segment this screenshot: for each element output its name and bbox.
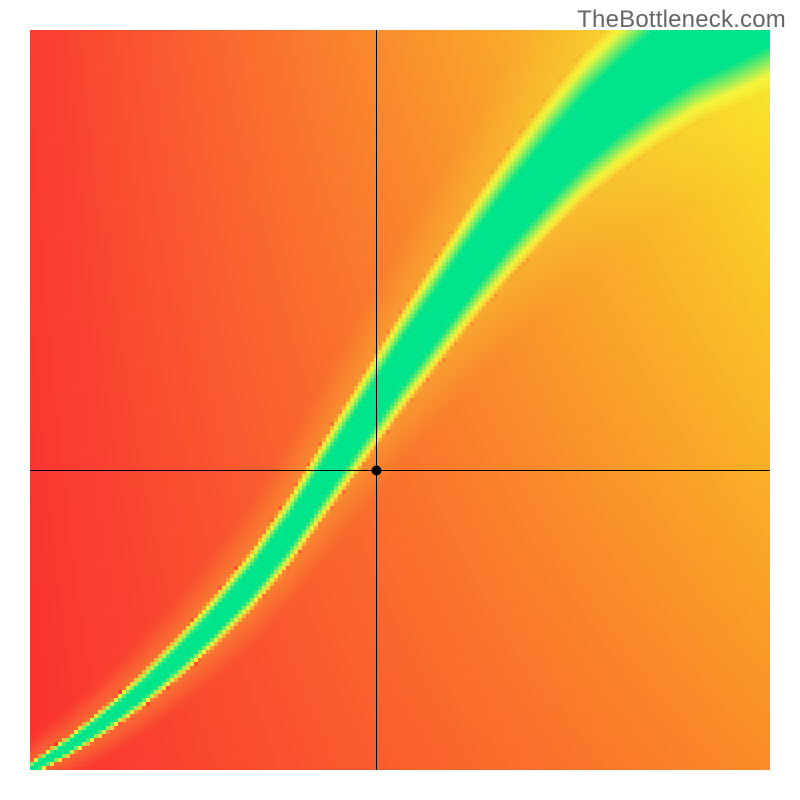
watermark-text: TheBottleneck.com xyxy=(577,6,786,34)
bottleneck-heatmap xyxy=(30,30,770,770)
heatmap-canvas xyxy=(30,30,770,770)
